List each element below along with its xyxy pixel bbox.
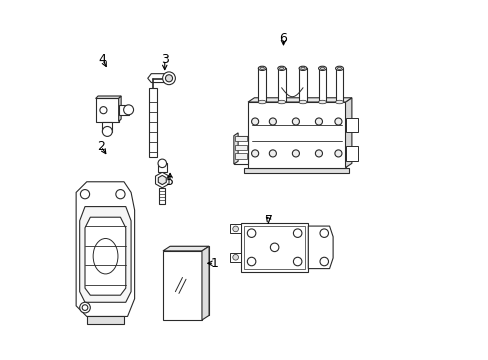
Polygon shape [345,98,351,168]
Text: 7: 7 [265,214,273,227]
Circle shape [251,118,258,125]
Circle shape [165,75,172,82]
Ellipse shape [279,67,283,69]
Polygon shape [96,99,119,122]
Ellipse shape [258,100,265,104]
Circle shape [102,126,112,136]
Ellipse shape [277,100,285,104]
Circle shape [319,229,328,238]
Polygon shape [102,122,112,132]
Circle shape [251,150,258,157]
Polygon shape [96,96,121,99]
Polygon shape [119,96,121,122]
Polygon shape [247,102,345,168]
Ellipse shape [337,67,341,69]
Polygon shape [345,146,357,161]
Polygon shape [234,145,247,150]
Polygon shape [234,136,247,141]
Polygon shape [80,207,131,302]
Polygon shape [163,251,202,320]
Circle shape [123,105,133,115]
Circle shape [163,72,175,85]
Circle shape [232,226,238,232]
Ellipse shape [299,100,306,104]
Text: 2: 2 [97,140,104,153]
Circle shape [315,150,322,157]
Circle shape [334,150,341,157]
Ellipse shape [299,66,306,71]
Polygon shape [76,182,134,316]
Polygon shape [147,74,172,82]
Ellipse shape [258,66,265,71]
Circle shape [232,255,238,260]
Polygon shape [119,105,129,115]
Polygon shape [299,68,306,102]
Ellipse shape [260,67,264,69]
Text: 3: 3 [161,53,168,66]
Polygon shape [233,133,238,164]
Ellipse shape [320,67,324,69]
Polygon shape [345,118,357,132]
Polygon shape [230,224,241,233]
Circle shape [247,257,255,266]
Polygon shape [148,88,157,157]
Circle shape [80,190,89,199]
Circle shape [158,159,166,168]
Polygon shape [163,246,209,251]
Ellipse shape [335,66,343,71]
Circle shape [292,118,299,125]
Circle shape [293,257,301,266]
Polygon shape [241,222,307,272]
Circle shape [292,150,299,157]
Text: 6: 6 [279,32,287,45]
Circle shape [116,190,125,199]
Text: 5: 5 [166,175,174,188]
Polygon shape [277,68,285,102]
Polygon shape [155,172,169,188]
Polygon shape [258,68,265,102]
Circle shape [334,118,341,125]
Polygon shape [170,246,209,315]
Polygon shape [233,136,247,164]
Polygon shape [244,226,304,269]
Circle shape [270,243,278,252]
Ellipse shape [277,66,285,71]
Polygon shape [158,163,166,172]
Ellipse shape [318,66,325,71]
Polygon shape [234,153,247,159]
Text: 4: 4 [99,53,106,66]
Circle shape [293,229,301,238]
Polygon shape [307,226,332,269]
Polygon shape [85,217,125,295]
Polygon shape [230,253,241,261]
Polygon shape [158,175,166,185]
Ellipse shape [318,100,325,104]
Polygon shape [202,246,209,320]
Polygon shape [247,98,351,102]
Circle shape [100,107,107,114]
Text: 1: 1 [210,257,218,270]
Circle shape [269,150,276,157]
Circle shape [319,257,328,266]
Polygon shape [159,188,165,204]
Ellipse shape [300,67,305,69]
Circle shape [269,118,276,125]
Polygon shape [318,68,325,102]
Circle shape [80,302,90,313]
Circle shape [82,305,88,310]
Polygon shape [335,68,343,102]
Circle shape [247,229,255,238]
Ellipse shape [335,100,343,104]
Polygon shape [86,316,124,324]
Circle shape [315,118,322,125]
Polygon shape [244,168,348,173]
